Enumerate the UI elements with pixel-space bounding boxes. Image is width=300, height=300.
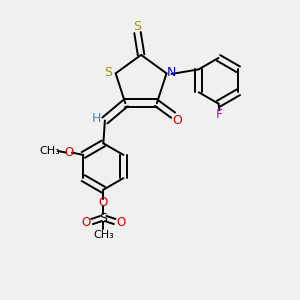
Text: O: O	[64, 146, 74, 159]
Text: F: F	[216, 108, 223, 121]
Text: S: S	[99, 212, 107, 225]
Text: CH₃: CH₃	[93, 230, 114, 240]
Text: O: O	[99, 196, 108, 209]
Text: CH₃: CH₃	[40, 146, 60, 156]
Text: O: O	[117, 216, 126, 229]
Text: O: O	[81, 216, 90, 229]
Text: H: H	[92, 112, 101, 125]
Text: N: N	[167, 66, 176, 79]
Text: S: S	[134, 20, 142, 33]
Text: O: O	[173, 114, 182, 127]
Text: S: S	[104, 66, 112, 79]
